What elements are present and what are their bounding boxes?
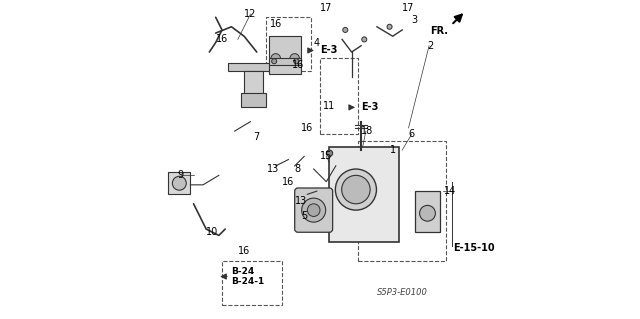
Text: 9: 9 — [178, 170, 184, 180]
Text: E-3: E-3 — [361, 102, 378, 112]
Bar — [358, 141, 447, 261]
Bar — [228, 63, 273, 71]
Text: 12: 12 — [244, 9, 257, 19]
Circle shape — [387, 24, 392, 29]
Text: 15: 15 — [320, 152, 333, 161]
Circle shape — [271, 59, 276, 64]
Text: 17: 17 — [403, 3, 415, 13]
Text: 8: 8 — [295, 164, 301, 174]
Text: 6: 6 — [408, 129, 415, 139]
Text: 7: 7 — [253, 132, 260, 142]
Text: FR.: FR. — [430, 26, 448, 36]
Circle shape — [362, 37, 367, 42]
Circle shape — [420, 205, 435, 221]
Text: 16: 16 — [282, 177, 294, 187]
Text: 4: 4 — [314, 38, 320, 48]
Circle shape — [301, 198, 326, 222]
Bar — [269, 58, 301, 65]
Circle shape — [326, 150, 333, 156]
Bar — [415, 191, 440, 232]
Text: 16: 16 — [269, 19, 282, 29]
Bar — [266, 17, 310, 71]
Text: 16: 16 — [292, 60, 304, 70]
Bar — [222, 261, 282, 305]
Text: S5P3-E0100: S5P3-E0100 — [377, 288, 428, 297]
Text: 5: 5 — [301, 211, 307, 221]
Circle shape — [172, 176, 186, 190]
Text: 16: 16 — [301, 123, 314, 133]
FancyBboxPatch shape — [241, 93, 266, 108]
Circle shape — [343, 27, 348, 33]
Text: 13: 13 — [266, 164, 278, 174]
Circle shape — [294, 59, 299, 64]
Text: 14: 14 — [444, 186, 456, 196]
Text: 16: 16 — [238, 246, 250, 256]
Circle shape — [290, 54, 300, 63]
Circle shape — [342, 175, 370, 204]
Text: 18: 18 — [362, 126, 374, 136]
Bar — [168, 172, 190, 194]
Circle shape — [307, 204, 320, 217]
Circle shape — [271, 54, 280, 63]
Text: 16: 16 — [216, 34, 228, 44]
Text: 2: 2 — [428, 41, 434, 51]
Text: 1: 1 — [390, 145, 396, 155]
Bar — [244, 71, 263, 96]
Text: 13: 13 — [295, 196, 307, 206]
Bar — [320, 58, 358, 134]
Text: B-24
B-24-1: B-24 B-24-1 — [232, 267, 265, 286]
Text: 10: 10 — [206, 227, 219, 237]
Text: E-15-10: E-15-10 — [452, 243, 495, 253]
Circle shape — [335, 169, 376, 210]
Text: 17: 17 — [320, 3, 333, 13]
Text: 11: 11 — [323, 101, 335, 111]
FancyBboxPatch shape — [330, 147, 399, 242]
Text: 3: 3 — [412, 15, 418, 26]
Bar — [269, 36, 301, 74]
FancyBboxPatch shape — [294, 188, 333, 232]
Text: E-3: E-3 — [320, 46, 337, 56]
